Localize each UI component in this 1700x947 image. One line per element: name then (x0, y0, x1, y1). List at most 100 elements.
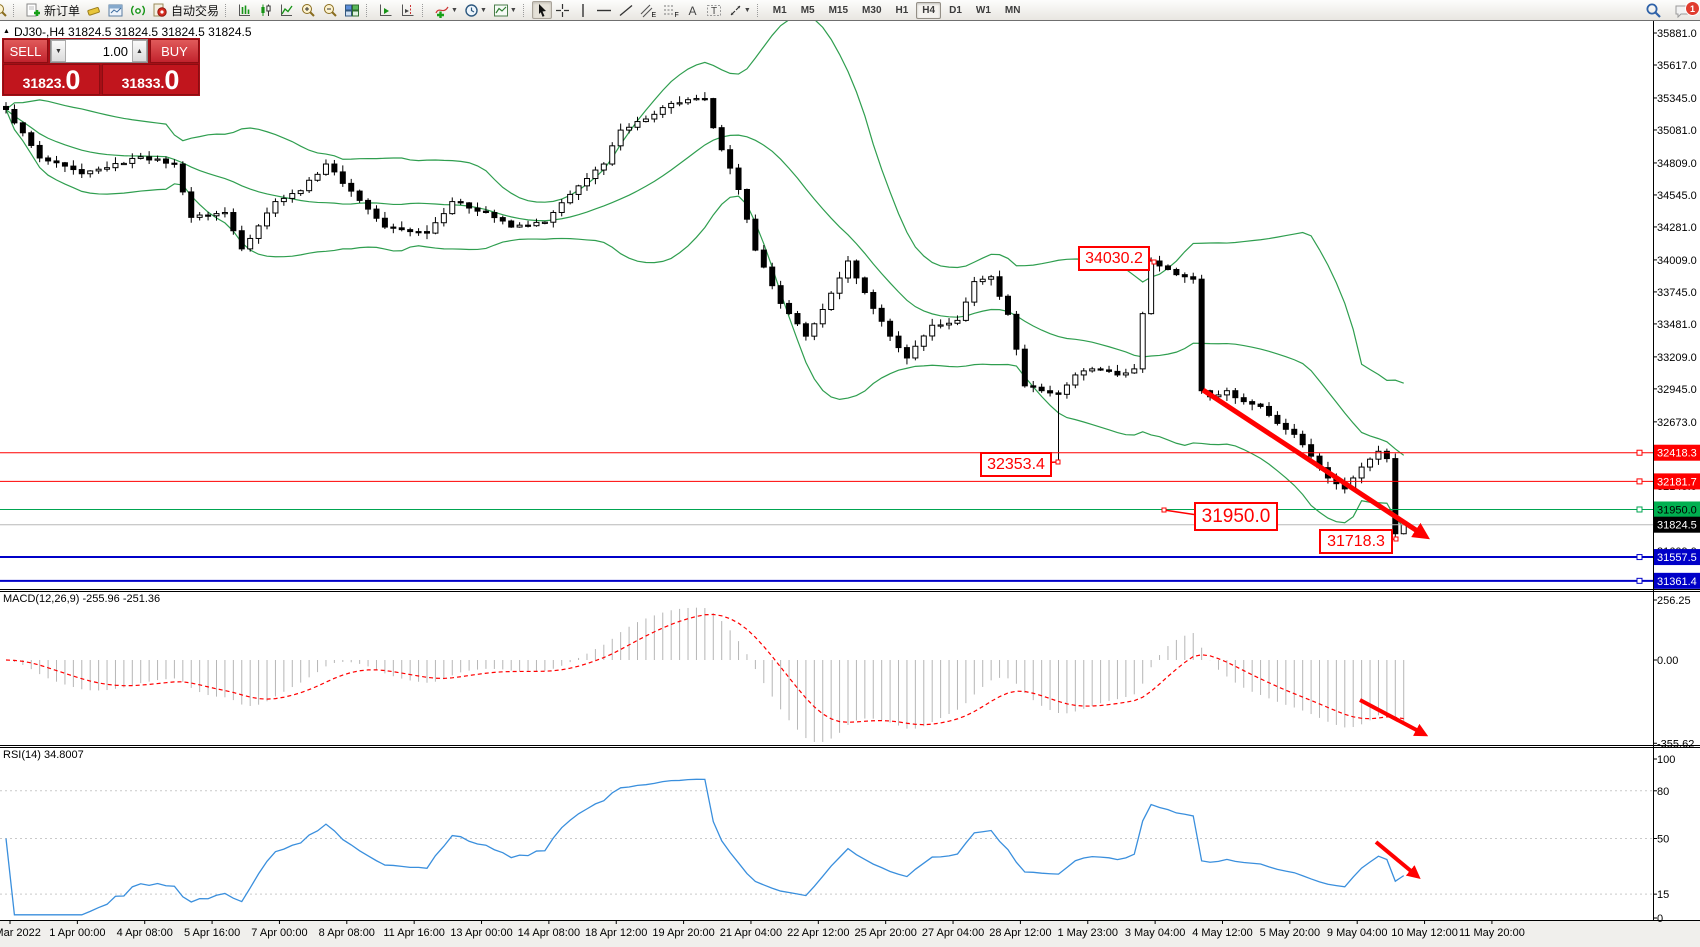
eraser-icon (87, 6, 100, 16)
crosshair-tool-button[interactable] (552, 1, 573, 19)
indicators-button[interactable]: ▼ (431, 1, 461, 19)
line-handle[interactable] (1636, 577, 1643, 584)
timeframe-mn[interactable]: MN (1004, 4, 1021, 16)
bar-chart-button[interactable] (234, 1, 255, 19)
price-annotation[interactable]: 32353.4 (980, 452, 1052, 477)
fibonacci-tool-button[interactable]: F (660, 1, 683, 19)
market-watch-icon (108, 4, 123, 16)
toolbar-grip[interactable] (366, 3, 371, 17)
horizontal-line-tool-button[interactable] (593, 1, 615, 19)
chart-shift-button[interactable] (397, 1, 419, 19)
templates-button[interactable]: ▼ (490, 1, 520, 19)
svg-text:F: F (674, 12, 678, 18)
price-annotation[interactable]: 34030.2 (1078, 246, 1150, 271)
volume-stepper: ▼ 1.00 ▲ (50, 39, 148, 63)
svg-text:0.00: 0.00 (1657, 655, 1678, 667)
red-trend-arrow[interactable] (1201, 387, 1430, 540)
volume-value[interactable]: 1.00 (102, 43, 128, 59)
volume-increase-button[interactable]: ▲ (132, 40, 147, 62)
price-annotation[interactable]: 31950.0 (1194, 502, 1278, 531)
signals-icon (131, 5, 145, 15)
line-handle[interactable] (1636, 478, 1643, 485)
x-axis-label: 13 Apr 00:00 (450, 927, 512, 939)
new-order-icon (26, 3, 40, 16)
signals-button[interactable] (127, 1, 149, 19)
line-handle[interactable] (1636, 506, 1643, 513)
toolbar-grip[interactable] (422, 3, 427, 17)
buy-button[interactable]: BUY (150, 39, 199, 63)
line-handle[interactable] (1636, 449, 1643, 456)
red-trend-arrow[interactable] (1374, 840, 1421, 880)
timeframe-m30[interactable]: M30 (862, 4, 882, 16)
one-click-trading-panel: SELL ▼ 1.00 ▲ BUY 31823. 0 31833. 0 (2, 38, 200, 96)
x-axis-label: 5 May 20:00 (1260, 927, 1321, 939)
horizontal-price-lines[interactable] (0, 449, 1653, 584)
timeframe-m5[interactable]: M5 (800, 4, 815, 16)
zoom-in-button[interactable] (297, 1, 319, 19)
cursor-tool-button[interactable] (531, 1, 552, 19)
svg-text:15: 15 (1657, 889, 1669, 901)
auto-scroll-icon (380, 4, 392, 16)
eraser-button[interactable] (83, 1, 105, 19)
toolbar-grip[interactable] (756, 3, 762, 17)
timeframe-d1[interactable]: D1 (949, 4, 962, 16)
text-icon: A (689, 4, 697, 18)
dropdown-arrow-icon: ▼ (509, 6, 517, 14)
svg-text:-355.62: -355.62 (1657, 738, 1694, 750)
bid-price[interactable]: 31823. 0 (3, 64, 100, 95)
periods-button[interactable]: ▼ (461, 1, 490, 19)
vertical-line-tool-button[interactable] (573, 1, 593, 19)
search-button[interactable] (1642, 1, 1665, 19)
collapse-arrow-icon[interactable]: ▲ (3, 28, 10, 35)
rsi-label: RSI(14) 34.8007 (3, 749, 84, 761)
arrows-tool-button[interactable]: ▼ (725, 1, 754, 19)
equidistant-channel-tool-button[interactable]: E (637, 1, 660, 19)
price-annotation[interactable]: 31718.3 (1319, 529, 1393, 554)
auto-trading-button[interactable]: 自动交易 (149, 1, 222, 19)
ask-price[interactable]: 31833. 0 (102, 64, 199, 95)
x-axis-label: 21 Apr 04:00 (720, 927, 782, 939)
timeframe-m1[interactable]: M1 (772, 4, 787, 16)
cursor-icon (538, 3, 546, 17)
text-label-icon: T (706, 4, 721, 17)
svg-text:E: E (651, 12, 656, 18)
svg-text:256.25: 256.25 (1657, 595, 1691, 607)
macd-histogram (13, 607, 1405, 742)
candlestick-chart-icon (261, 4, 271, 16)
line-handle[interactable] (1636, 554, 1643, 561)
volume-decrease-button[interactable]: ▼ (51, 40, 66, 62)
red-trend-arrow[interactable] (1359, 698, 1429, 737)
timeframe-w1[interactable]: W1 (975, 4, 991, 16)
dropdown-arrow-icon: ▼ (743, 6, 751, 14)
candlestick-chart-button[interactable] (255, 1, 276, 19)
market-watch-button[interactable] (105, 1, 127, 19)
toolbar-grip[interactable] (225, 3, 230, 17)
x-axis-label: 30 Mar 2022 (0, 927, 41, 939)
notifications-button[interactable]: 1 (1671, 1, 1700, 19)
new-order-button[interactable]: 新订单 (22, 1, 83, 19)
price-chip: 31950.0 (1657, 504, 1697, 516)
tile-windows-button[interactable] (341, 1, 363, 19)
zoom-out-icon (324, 3, 337, 17)
line-chart-button[interactable] (276, 1, 297, 19)
timeframe-m15[interactable]: M15 (828, 4, 849, 16)
trendline-tool-button[interactable] (615, 1, 637, 19)
text-label-tool-button[interactable]: T (703, 1, 725, 19)
zoom-out-button[interactable] (319, 1, 341, 19)
rsi-line (5, 778, 1405, 916)
sell-button[interactable]: SELL (3, 39, 48, 63)
new-order-label: 新订单 (44, 3, 81, 18)
text-tool-button[interactable]: A (683, 1, 703, 19)
toolbar-grip[interactable] (522, 3, 528, 17)
clipped-chart-icon[interactable] (0, 1, 10, 19)
time-axis[interactable]: 30 Mar 2022 1 Apr 00:00 4 Apr 08:00 5 Apr 1… (0, 921, 1525, 939)
toolbar-grip[interactable] (13, 3, 18, 17)
y-axis-tick: 35881.0 (1657, 28, 1697, 40)
candles[interactable] (3, 92, 1407, 538)
timeframe-h1[interactable]: H1 (895, 4, 909, 16)
x-axis-label: 25 Apr 20:00 (854, 927, 916, 939)
auto-scroll-button[interactable] (375, 1, 397, 19)
equidistant-channel-icon: E (640, 4, 656, 18)
timeframe-h4[interactable]: H4 (916, 1, 942, 19)
